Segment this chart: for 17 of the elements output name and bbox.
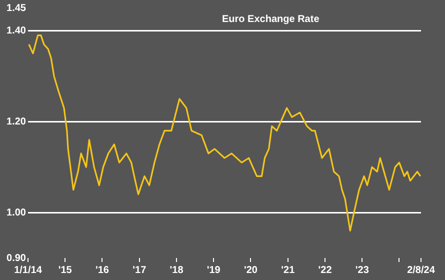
text: Euro Exchange Rate <box>222 14 320 25</box>
x-tick-label: '18 <box>170 264 184 276</box>
x-tick-label: '22 <box>318 264 332 276</box>
y-tick-label: 1.20 <box>6 116 26 128</box>
y-tick-label: 1.00 <box>6 207 26 218</box>
x-tick-label: '19 <box>206 264 221 276</box>
x-tick-label: 1/1/14 <box>14 264 42 276</box>
x-tick-label: '17 <box>132 264 147 276</box>
y-tick-label: 0.90 <box>6 252 26 264</box>
y-tick-label: 1.40 <box>6 25 26 36</box>
x-tick-label: '21 <box>281 264 296 276</box>
y-tick-label: 1.45 <box>6 2 26 14</box>
x-tick-label: '20 <box>244 264 258 276</box>
x-tick-label: '16 <box>95 264 110 276</box>
x-tick-label: 2/8/24 <box>407 264 436 276</box>
x-tick-label: '15 <box>58 264 72 276</box>
x-tick-label: '23 <box>355 264 370 276</box>
